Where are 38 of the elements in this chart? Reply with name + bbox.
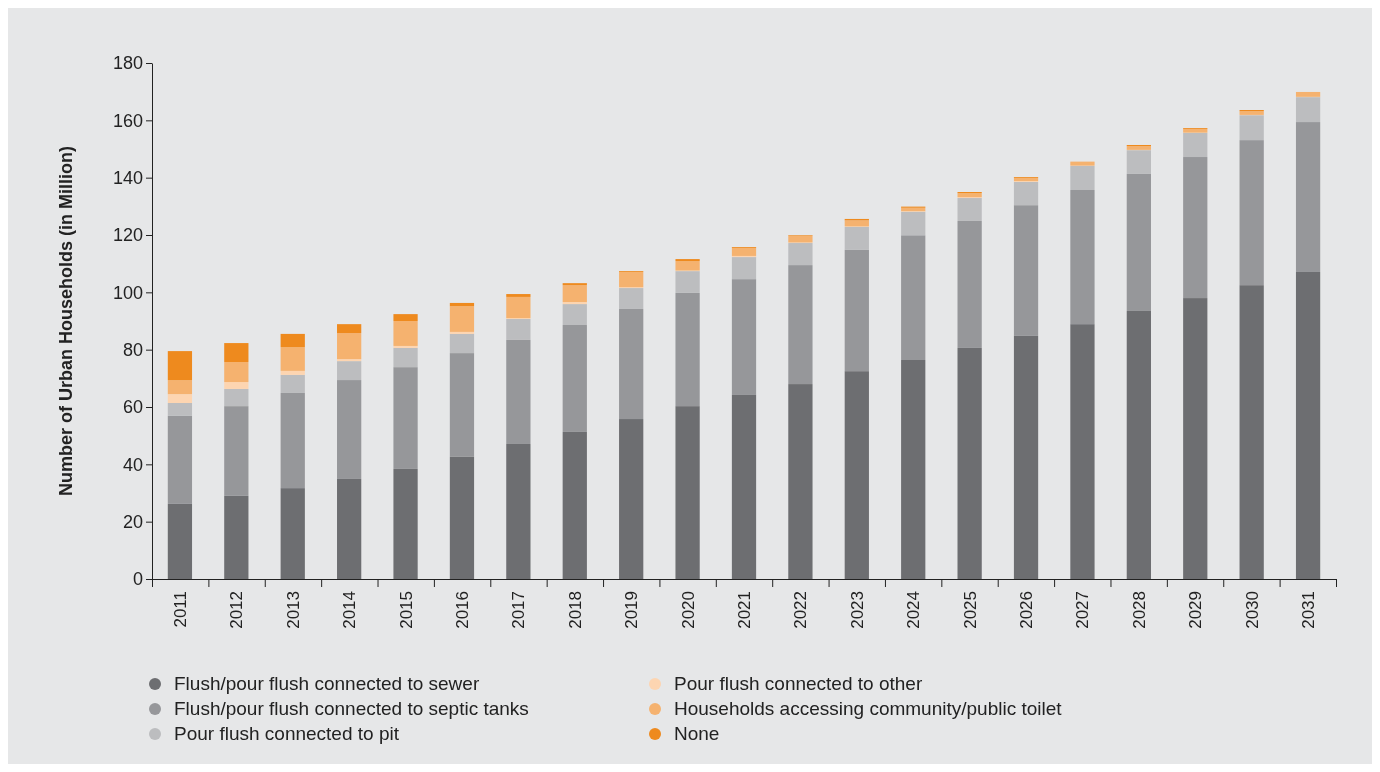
y-axis-title: Number of Urban Households (in Million) xyxy=(56,146,76,496)
x-tick-label: 2017 xyxy=(509,591,529,629)
legend-label: Pour flush connected to other xyxy=(674,673,923,694)
x-tick-label: 2018 xyxy=(565,591,585,629)
y-tick-label: 100 xyxy=(112,282,143,303)
x-tick-label: 2025 xyxy=(960,591,980,629)
legend-label: None xyxy=(674,723,720,744)
x-tick-label: 2016 xyxy=(452,591,472,629)
y-tick-label: 120 xyxy=(112,225,143,246)
legend-label: Flush/pour flush connected to sewer xyxy=(174,673,480,694)
x-tick-label: 2014 xyxy=(340,591,360,629)
x-tick-label: 2021 xyxy=(735,591,754,629)
y-tick-label: 80 xyxy=(122,339,143,360)
x-tick-label: 2013 xyxy=(283,591,303,629)
x-tick-label: 2019 xyxy=(622,591,642,629)
x-tick-label: 2022 xyxy=(791,591,811,629)
x-tick-label: 2020 xyxy=(678,591,698,629)
legend-label: Flush/pour flush connected to septic tanks xyxy=(174,698,529,719)
x-tick-label: 2011 xyxy=(170,591,190,628)
y-tick-label: 40 xyxy=(122,454,143,475)
x-tick-label: 2029 xyxy=(1186,591,1206,629)
legend-label: Households accessing community/public toilet xyxy=(674,698,1063,719)
x-tick-label: 2012 xyxy=(227,591,247,629)
x-tick-label: 2024 xyxy=(904,591,924,629)
y-tick-label: 20 xyxy=(122,511,143,532)
x-tick-label: 2028 xyxy=(1129,591,1149,629)
x-tick-label: 2023 xyxy=(847,591,867,629)
y-tick-label: 160 xyxy=(112,110,143,131)
y-tick-label: 60 xyxy=(122,397,143,418)
legend-label: Pour flush connected to pit xyxy=(174,723,400,744)
y-tick-label: 0 xyxy=(132,569,143,590)
x-tick-label: 2015 xyxy=(396,591,416,629)
x-tick-label: 2027 xyxy=(1073,591,1093,629)
x-tick-label: 2030 xyxy=(1242,591,1262,629)
y-tick-label: 140 xyxy=(112,167,143,188)
x-tick-label: 2031 xyxy=(1299,591,1319,629)
x-tick-label: 2026 xyxy=(1017,591,1037,629)
y-tick-label: 180 xyxy=(112,53,143,74)
